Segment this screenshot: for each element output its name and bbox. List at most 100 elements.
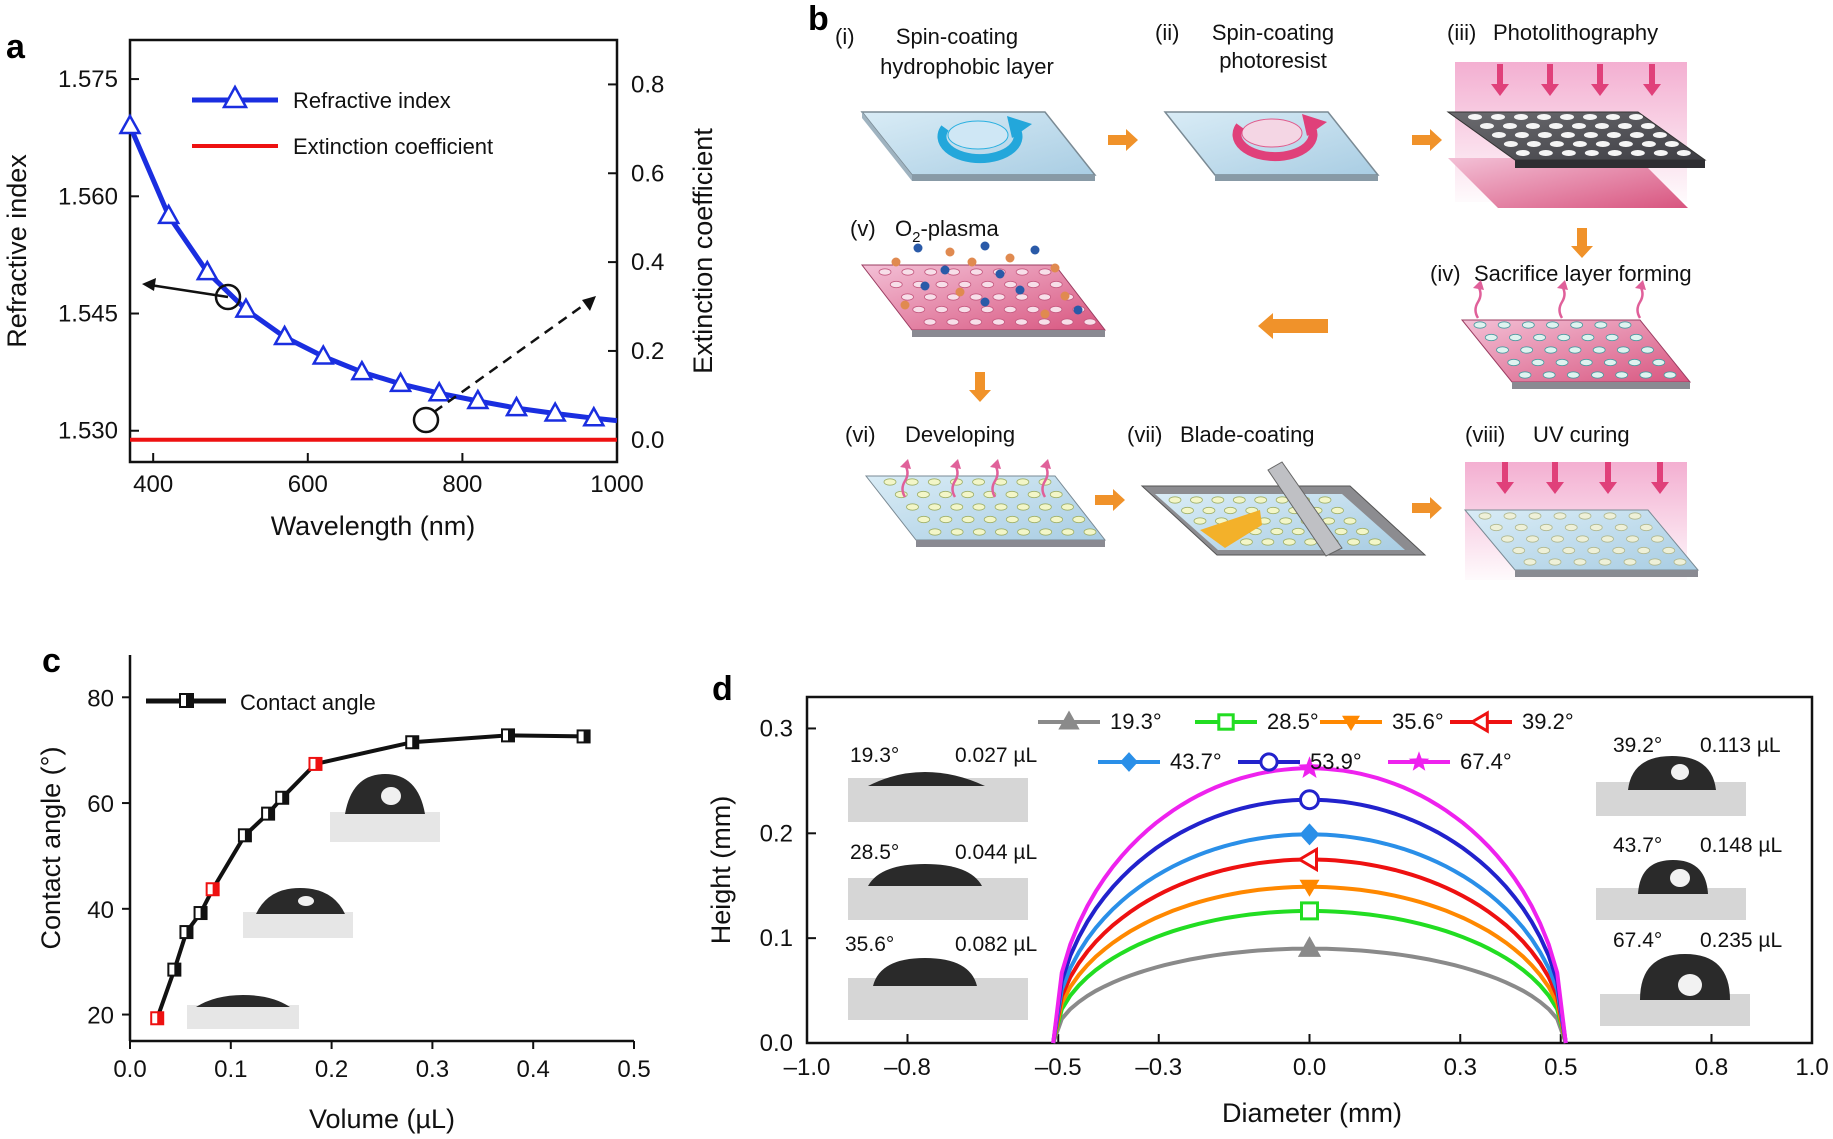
- array-dot: [1566, 371, 1580, 379]
- y-tick-label: 80: [87, 685, 114, 712]
- svg-text:0.113 µL: 0.113 µL: [1700, 734, 1781, 757]
- panel-c-xlabel: Volume (µL): [309, 1104, 455, 1134]
- inset-photo-67: 67.4° 0.235 µL: [1600, 929, 1782, 1026]
- array-dot: [1521, 321, 1535, 329]
- vapor-arrow-icon: [1473, 280, 1484, 290]
- array-dot: [1211, 496, 1225, 504]
- step-label-viii: (viii) UV curing: [1465, 422, 1630, 447]
- mask-hole: [1618, 141, 1633, 147]
- array-dot: [958, 305, 971, 314]
- refractive-index-point: [157, 203, 181, 225]
- refractive-index-point: [388, 371, 413, 393]
- x-tick-label: 1000: [590, 471, 643, 498]
- inset-photo-19: 19.3° 0.027 µL: [848, 744, 1037, 822]
- droplet-photo: [330, 774, 440, 842]
- plasma-particle: [1040, 309, 1050, 319]
- legend-label: 28.5°: [1267, 709, 1319, 734]
- plasma-particle: [1030, 245, 1040, 255]
- mask-hole: [1549, 141, 1564, 147]
- array-dot: [1587, 546, 1601, 555]
- step-label-ii: (ii) Spin-coating photoresist: [1155, 20, 1334, 73]
- array-dot: [1564, 523, 1578, 532]
- svg-text:(viii): (viii): [1465, 422, 1505, 447]
- svg-text:0.027 µL: 0.027 µL: [955, 744, 1037, 767]
- apex-marker: [1297, 936, 1322, 957]
- plasma-particle: [980, 241, 990, 251]
- svg-text:Sacrifice layer forming: Sacrifice layer forming: [1474, 261, 1692, 286]
- array-dot: [1576, 535, 1589, 543]
- array-dot: [1551, 535, 1564, 543]
- panel-d-chart: –1.0 –0.8 –0.5 –0.3 0.0 0.3 0.5 0.8 1.0 0.0 0.1 0.2…: [706, 695, 1829, 1128]
- apex-marker: [1299, 789, 1320, 811]
- panel-letter-d: d: [712, 670, 733, 708]
- array-dot: [1038, 503, 1052, 511]
- array-dot: [1083, 318, 1097, 326]
- step-vii-blade-coating: [1140, 461, 1427, 557]
- triangle-marker-icon: [221, 84, 249, 109]
- vapor-wave-icon: [1636, 285, 1644, 319]
- inset-photo-39: 39.2° 0.113 µL: [1596, 734, 1781, 816]
- panel-letter-a: a: [6, 28, 26, 66]
- array-dot: [1601, 535, 1614, 543]
- refractive-index-point: [195, 259, 219, 281]
- array-dot: [1616, 346, 1630, 354]
- array-dot: [1618, 321, 1632, 329]
- array-dot: [1266, 506, 1280, 515]
- plasma-particle: [955, 287, 965, 297]
- plasma-particle: [1015, 285, 1025, 295]
- array-dot: [1240, 538, 1253, 546]
- array-dot: [1038, 268, 1052, 276]
- mask-hole: [1606, 114, 1620, 120]
- y-tick-label: 0.2: [760, 820, 793, 847]
- svg-text:UV curing: UV curing: [1533, 422, 1630, 447]
- array-dot: [950, 528, 964, 536]
- mask-hole: [1641, 141, 1656, 147]
- panel-letter-b: b: [808, 0, 829, 38]
- mask-hole: [1572, 141, 1587, 147]
- svg-text:(vii): (vii): [1127, 422, 1162, 447]
- panel-b-process-schematic: (i) Spin-coating hydrophobic layer (ii) …: [835, 20, 1707, 580]
- array-dot: [1181, 506, 1194, 515]
- panel-d-ylabel: Height (mm): [706, 796, 736, 945]
- array-dot: [1026, 305, 1040, 314]
- array-dot: [1509, 333, 1522, 342]
- vapor-arrow-icon: [1040, 459, 1051, 469]
- array-dot: [905, 478, 919, 486]
- step-label-vii: (vii) Blade-coating: [1127, 422, 1315, 447]
- svg-text:hydrophobic layer: hydrophobic layer: [880, 54, 1054, 79]
- refractive-index-point: [582, 405, 606, 427]
- step-iv-sheet: [1460, 280, 1692, 389]
- svg-text:O2-plasma: O2-plasma: [895, 216, 999, 246]
- array-dot: [1548, 558, 1562, 566]
- arrow-head-icon: [142, 278, 156, 291]
- legend-label: 53.9°: [1310, 749, 1362, 774]
- annotation-circle: [412, 406, 440, 434]
- array-dot: [1514, 523, 1528, 532]
- uv-light-arrows: [1496, 462, 1669, 494]
- down-arrow-icon: [1491, 64, 1509, 96]
- x-tick-label: 0.1: [214, 1056, 247, 1083]
- array-dot: [1562, 546, 1576, 555]
- refractive-index-point: [466, 388, 490, 410]
- array-dot: [1648, 558, 1662, 566]
- array-dot: [1639, 523, 1653, 532]
- step-label-iv: (iv) Sacrifice layer forming: [1430, 261, 1692, 286]
- y-tick-label: 60: [87, 791, 114, 818]
- arrow-head-icon: [582, 296, 596, 311]
- step-v-sheet: [860, 241, 1107, 337]
- svg-text:43.7°: 43.7°: [1613, 834, 1662, 857]
- array-dot: [1614, 523, 1628, 532]
- array-dot: [1518, 371, 1532, 379]
- array-dot: [1628, 512, 1642, 520]
- array-dot: [981, 280, 995, 289]
- panel-a-frame: [128, 38, 619, 464]
- plasma-particle: [967, 257, 977, 267]
- svg-text:28.5°: 28.5°: [850, 841, 899, 864]
- contact-angle-point-fill: [508, 729, 514, 742]
- mask-hole: [1640, 123, 1655, 129]
- plasma-particle: [1050, 263, 1060, 273]
- array-dot: [992, 318, 1005, 326]
- y2-tick-label: 0.8: [631, 71, 664, 98]
- svg-text:(vi): (vi): [845, 422, 876, 447]
- array-dot: [1027, 490, 1041, 499]
